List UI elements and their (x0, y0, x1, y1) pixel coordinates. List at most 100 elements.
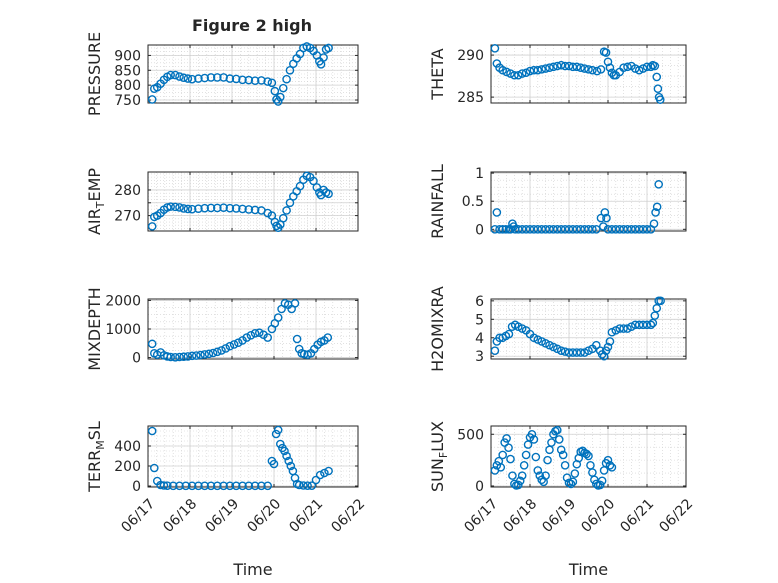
data-point (510, 70, 519, 80)
y-axis-label-part: PRESSURE (85, 32, 104, 116)
data-point (533, 466, 543, 475)
data-point (605, 337, 615, 346)
data-point (556, 346, 566, 355)
data-point (554, 435, 564, 444)
data-point (284, 456, 294, 466)
y-axis-label-part: EMP (85, 168, 104, 202)
data-point (517, 69, 527, 78)
data-point (292, 334, 302, 344)
data-point (495, 225, 504, 234)
data-point (273, 97, 283, 106)
figure-title: Figure 2 high (192, 16, 312, 35)
y-tick-label: 1000 (105, 322, 141, 338)
data-point (602, 213, 611, 223)
data-point (170, 70, 180, 80)
data-point (535, 471, 545, 480)
y-tick-label: 4 (475, 331, 484, 347)
x-axis-label: Time (568, 560, 608, 579)
data-point (147, 95, 157, 104)
data-point (147, 339, 157, 349)
data-point (580, 64, 589, 73)
data-point (149, 463, 159, 473)
data-point (208, 348, 218, 358)
y-axis-label-subscript: T (94, 201, 107, 209)
data-point (280, 446, 289, 456)
data-point (307, 481, 317, 491)
data-point (246, 330, 256, 340)
data-point (179, 73, 188, 83)
data-point (642, 225, 652, 234)
data-point (595, 480, 605, 490)
data-point (163, 203, 172, 212)
data-point (175, 481, 184, 491)
data-point (231, 481, 241, 491)
data-point (638, 64, 648, 73)
y-tick-label: 5 (475, 312, 484, 328)
data-point (147, 222, 157, 231)
y-tick-label: 850 (114, 63, 141, 79)
data-point (187, 204, 197, 214)
data-point (623, 62, 632, 72)
data-point (238, 481, 247, 491)
data-point (650, 61, 660, 71)
data-point (590, 475, 599, 485)
data-point (506, 454, 515, 464)
y-axis-label: SUNFLUX (428, 421, 450, 492)
data-point (508, 471, 517, 480)
data-point (294, 344, 304, 354)
y-tick-label: 400 (114, 439, 141, 455)
data-point (163, 352, 172, 361)
data-point (588, 225, 597, 234)
data-point (267, 78, 277, 88)
data-point (231, 204, 241, 213)
data-point (592, 66, 602, 76)
data-point (646, 62, 656, 72)
y-axis-label-part: THETA (428, 48, 447, 100)
data-point (498, 65, 508, 75)
axes-box (490, 298, 687, 360)
data-point (191, 351, 201, 360)
data-point (225, 341, 235, 351)
data-point (170, 202, 180, 212)
y-axis-label: RAINFALL (428, 164, 447, 239)
data-point (582, 449, 591, 459)
data-point (651, 208, 660, 217)
data-point (250, 328, 260, 338)
data-point (652, 202, 662, 212)
y-tick-label: 0 (132, 351, 141, 367)
data-point (269, 459, 279, 469)
data-point (603, 455, 613, 465)
data-point (285, 65, 295, 75)
data-point (168, 481, 178, 491)
data-point (187, 351, 197, 361)
data-point (319, 53, 328, 62)
data-point (290, 298, 300, 308)
data-point (537, 65, 547, 74)
data-point (163, 481, 172, 491)
data-point (206, 481, 216, 491)
data-point (556, 445, 566, 455)
data-point (592, 225, 601, 234)
data-point (217, 346, 226, 355)
y-axis-label: MIXDEPTH (85, 287, 104, 370)
y-axis-label-part: SL (85, 421, 104, 440)
y-tick-label: 0 (132, 479, 141, 495)
y-tick-label: 900 (114, 48, 141, 64)
data-point (194, 481, 203, 491)
data-point (166, 70, 175, 80)
data-point (278, 83, 288, 93)
data-point (231, 74, 241, 84)
data-point (521, 68, 531, 78)
y-axis-label: AIRTEMP (85, 168, 107, 235)
data-point (324, 466, 333, 476)
data-point (311, 475, 321, 485)
data-point (324, 43, 333, 53)
data-point (187, 74, 197, 84)
data-point (584, 451, 593, 461)
data-point (225, 203, 235, 213)
data-point (560, 347, 570, 356)
data-point (225, 74, 235, 83)
y-tick-label: 2000 (105, 293, 141, 309)
